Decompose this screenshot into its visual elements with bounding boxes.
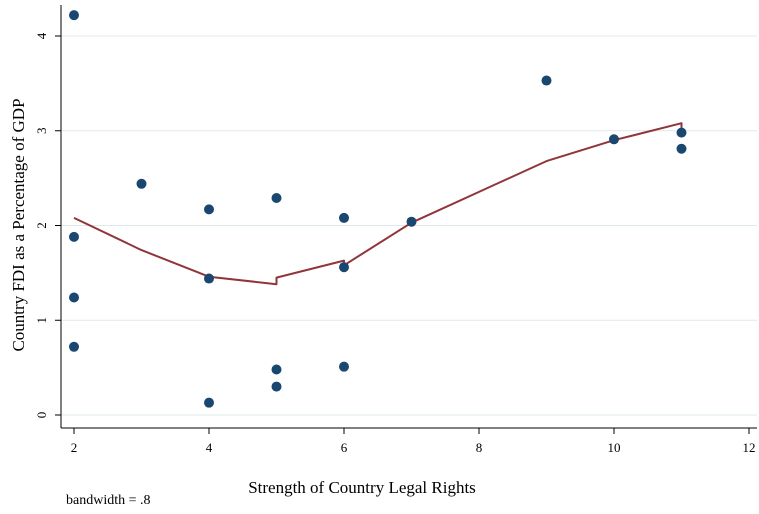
data-point-6 — [204, 274, 214, 284]
lowess-line-path — [74, 123, 682, 284]
x-tick-label-2: 2 — [71, 440, 78, 455]
axes — [55, 5, 757, 434]
data-point-17 — [677, 128, 687, 138]
x-tick-label-4: 4 — [206, 440, 213, 455]
data-point-10 — [272, 382, 282, 392]
y-tick-label-4: 4 — [34, 32, 49, 39]
x-tick-label-8: 8 — [476, 440, 483, 455]
data-point-3 — [69, 342, 79, 352]
y-tick-label-0: 0 — [34, 412, 49, 419]
data-point-9 — [272, 365, 282, 375]
y-axis-title: Country FDI as a Percentage of GDP — [9, 98, 28, 351]
x-tick-label-6: 6 — [341, 440, 348, 455]
data-point-16 — [609, 134, 619, 144]
data-point-5 — [204, 204, 214, 214]
lowess-fit-line — [74, 123, 682, 284]
data-point-1 — [69, 232, 79, 242]
x-tick-label-10: 10 — [608, 440, 621, 455]
bandwidth-note: bandwidth = .8 — [66, 493, 151, 508]
y-tick-label-1: 1 — [34, 317, 49, 324]
data-point-7 — [204, 398, 214, 408]
data-point-13 — [339, 362, 349, 372]
data-point-0 — [69, 10, 79, 20]
data-point-8 — [272, 193, 282, 203]
data-point-14 — [407, 217, 417, 227]
data-point-4 — [137, 179, 147, 189]
data-point-2 — [69, 293, 79, 303]
data-point-12 — [339, 262, 349, 272]
data-point-11 — [339, 213, 349, 223]
data-point-18 — [677, 144, 687, 154]
y-tick-label-3: 3 — [34, 128, 49, 135]
y-tick-label-2: 2 — [34, 222, 49, 229]
data-point-15 — [542, 76, 552, 86]
x-tick-label-12: 12 — [743, 440, 756, 455]
scatter-points — [69, 10, 687, 408]
x-axis-title: Strength of Country Legal Rights — [248, 478, 476, 497]
